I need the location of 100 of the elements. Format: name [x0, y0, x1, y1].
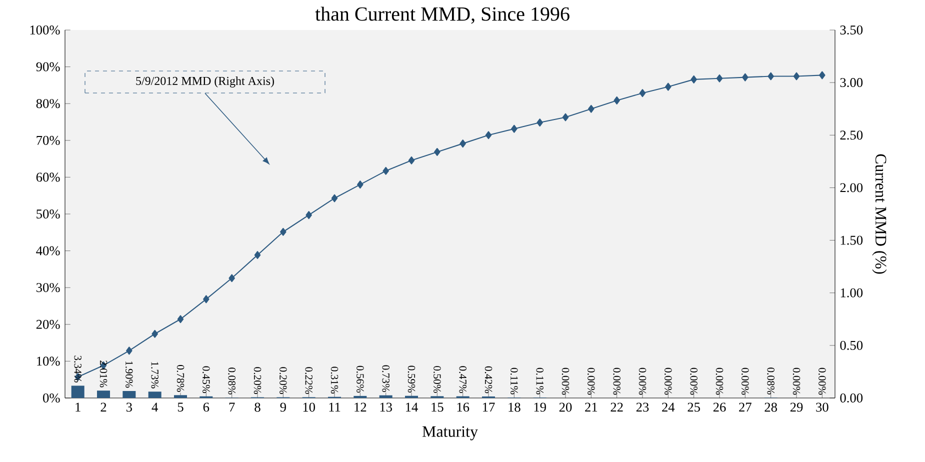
x-tick-label: 13 [380, 402, 392, 412]
x-tick-label: 7 [229, 402, 235, 412]
y2-tick-label: 0.50 [840, 340, 863, 350]
x-tick-label: 25 [688, 402, 700, 412]
x-tick-label: 11 [329, 402, 340, 412]
y2-tick-label: 1.00 [840, 288, 863, 298]
data-label: 0.11% [536, 368, 544, 394]
data-label: 0.00% [588, 368, 595, 395]
data-label: 0.00% [638, 368, 646, 395]
x-tick-label: 17 [483, 402, 495, 412]
x-tick-label: 20 [559, 402, 572, 412]
point [408, 156, 415, 164]
x-tick-label: 10 [303, 402, 316, 412]
x-tick-label: 3 [126, 402, 132, 412]
point [562, 113, 569, 122]
data-label: 0.08% [767, 368, 774, 394]
point [793, 72, 800, 80]
x-tick-label: 6 [203, 402, 210, 412]
point [254, 251, 261, 260]
y2-tick-label: 2.00 [840, 183, 863, 192]
x-tick-label: 30 [816, 402, 828, 412]
data-label: 0.47% [459, 366, 466, 393]
y-tick-label: 50% [36, 209, 60, 219]
point [434, 148, 440, 156]
point [742, 73, 748, 82]
x-axis-title: Maturity [422, 426, 478, 440]
bar [148, 392, 162, 398]
y-tick-label: 10% [37, 356, 60, 366]
y-tick-label: 100% [30, 25, 60, 35]
x-tick-label: 4 [152, 402, 158, 412]
point [460, 140, 466, 148]
x-tick-label: 24 [662, 402, 675, 412]
point [588, 104, 594, 113]
x-tick-label: 5 [178, 402, 184, 412]
data-label: 0.00% [818, 368, 826, 395]
y2-tick-label: 0.00 [840, 393, 863, 403]
point [690, 75, 697, 84]
data-label: 0.00% [562, 368, 570, 395]
point [126, 346, 132, 355]
y2-tick-label: 2.50 [840, 130, 863, 140]
data-label: 0.00% [690, 368, 698, 395]
y2-tick-label: 1.50 [840, 236, 863, 245]
x-tick-label: 2 [100, 402, 106, 412]
x-tick-label: 15 [432, 402, 444, 412]
point [819, 71, 826, 80]
point [614, 96, 620, 104]
data-label: 0.22% [305, 367, 312, 394]
point [177, 315, 184, 324]
data-label: 0.56% [356, 366, 364, 393]
point [203, 295, 210, 304]
x-tick-label: 1 [76, 402, 80, 412]
point [357, 180, 364, 189]
point [665, 82, 672, 91]
data-label: 0.11% [510, 368, 518, 394]
data-label: 0.20% [280, 367, 287, 394]
x-tick-label: 27 [739, 402, 752, 412]
x-tick-label: 21 [585, 402, 598, 412]
data-label: 1.73% [151, 362, 158, 388]
point [716, 74, 723, 82]
bar [379, 395, 392, 398]
data-label: 0.00% [613, 368, 620, 395]
data-label: 0.00% [792, 368, 800, 395]
chart-title: than Current MMD, Since 1996 [315, 6, 570, 24]
data-label: 0.59% [408, 366, 416, 393]
data-label: 0.00% [742, 368, 749, 395]
bar [405, 396, 418, 398]
x-tick-label: 29 [790, 402, 803, 412]
y-tick-label: 40% [36, 246, 60, 256]
point [639, 89, 646, 98]
point [382, 166, 389, 175]
data-label: 3.34% [74, 356, 82, 382]
point [331, 194, 338, 202]
data-label: 0.42% [484, 366, 492, 394]
y2-tick-label: 3.50 [840, 25, 863, 35]
data-label: 0.73% [382, 365, 390, 392]
y2-tick-label: 3.00 [840, 78, 863, 88]
y-tick-label: 0% [43, 393, 60, 403]
data-label: 0.31% [330, 366, 338, 394]
x-tick-label: 19 [534, 402, 546, 412]
point [306, 211, 312, 220]
bar [97, 390, 110, 398]
x-tick-label: 23 [636, 402, 649, 412]
x-tick-label: 22 [610, 402, 623, 412]
y-tick-label: 80% [36, 99, 60, 108]
data-label: 0.45% [202, 366, 210, 394]
x-tick-label: 26 [713, 402, 726, 412]
x-tick-label: 12 [354, 402, 366, 412]
y-tick-label: 90% [36, 62, 60, 72]
data-label: 1.90% [126, 361, 133, 388]
point [768, 72, 774, 80]
x-tick-label: 9 [280, 402, 286, 412]
bar [174, 395, 188, 398]
y-tick-label: 20% [36, 320, 60, 329]
x-tick-label: 14 [406, 402, 418, 412]
annotation: 5/9/2012 MMD (Right Axis) [136, 76, 274, 88]
bar [122, 391, 136, 398]
x-tick-label: 16 [457, 402, 470, 412]
x-tick-label: 28 [764, 402, 777, 412]
x-tick-label: 18 [508, 402, 520, 412]
data-label: 0.78% [176, 365, 184, 392]
